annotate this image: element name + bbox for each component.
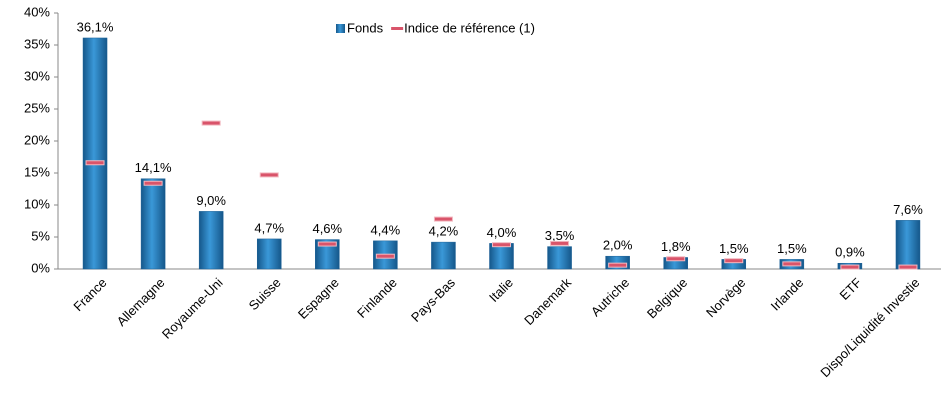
data-label: 4,6% [312, 221, 342, 236]
bar [82, 37, 108, 270]
x-tick-label: Royaume-Uni [159, 275, 226, 342]
legend-label: Indice de référence (1) [404, 20, 535, 35]
benchmark-marker [550, 240, 570, 246]
y-tick-label: 25% [24, 100, 50, 115]
benchmark-marker [433, 216, 453, 222]
data-label: 1,5% [777, 241, 807, 256]
data-label: 9,0% [196, 193, 226, 208]
data-label: 0,9% [835, 245, 865, 260]
benchmark-marker [317, 241, 337, 247]
benchmark-marker [782, 261, 802, 267]
data-label: 2,0% [603, 238, 633, 253]
bar [431, 241, 456, 270]
y-tick-label: 35% [24, 36, 50, 51]
data-label: 1,5% [719, 241, 749, 256]
x-tick-label: Allemagne [114, 275, 168, 329]
data-label: 14,1% [135, 160, 172, 175]
x-tick-label: Italie [486, 275, 516, 305]
benchmark-marker [85, 160, 105, 166]
benchmark-marker [666, 256, 686, 262]
benchmark-marker [840, 264, 860, 270]
bar [198, 211, 224, 270]
x-tick-label: Espagne [295, 275, 342, 322]
y-tick-label: 20% [24, 132, 50, 147]
data-label: 3,5% [545, 228, 575, 243]
legend-swatch [391, 27, 404, 30]
x-tick-label: Pays-Bas [408, 275, 458, 325]
x-tick-label: Suisse [246, 275, 284, 313]
data-label: 4,0% [487, 225, 517, 240]
data-label: 7,6% [893, 202, 923, 217]
x-tick-label: Finlande [354, 275, 400, 321]
data-label: 36,1% [77, 19, 114, 34]
benchmark-marker [608, 262, 628, 268]
y-tick-label: 15% [24, 164, 50, 179]
x-tick-label: ETF [836, 275, 864, 303]
bar [489, 243, 514, 270]
legend-label: Fonds [347, 20, 384, 35]
x-tick-label: Dispo/Liquidité Investie [817, 275, 922, 380]
y-tick-label: 10% [24, 196, 50, 211]
y-tick-label: 30% [24, 68, 50, 83]
x-tick-label: Autriche [588, 275, 632, 319]
benchmark-marker [143, 180, 163, 186]
y-tick-label: 40% [24, 4, 50, 19]
bar [256, 238, 282, 270]
benchmark-marker [492, 242, 511, 248]
benchmark-marker [375, 253, 395, 259]
x-tick-label: Irlande [768, 275, 807, 314]
bar [895, 220, 921, 270]
benchmark-marker [259, 172, 279, 178]
data-label: 1,8% [661, 239, 691, 254]
benchmark-marker [898, 264, 918, 270]
data-label: 4,4% [371, 222, 401, 237]
benchmark-marker [724, 258, 744, 264]
data-label: 4,7% [254, 220, 284, 235]
data-label: 4,2% [429, 224, 459, 239]
bar [140, 178, 166, 270]
legend-swatch [336, 24, 345, 33]
benchmark-marker [201, 120, 221, 126]
x-tick-label: France [70, 275, 109, 314]
x-tick-label: Belgique [644, 275, 690, 321]
y-tick-label: 5% [31, 228, 50, 243]
x-tick-label: Danemark [521, 275, 574, 328]
y-tick-label: 0% [31, 260, 50, 275]
x-tick-label: Norvège [703, 275, 748, 320]
bar [547, 246, 572, 270]
